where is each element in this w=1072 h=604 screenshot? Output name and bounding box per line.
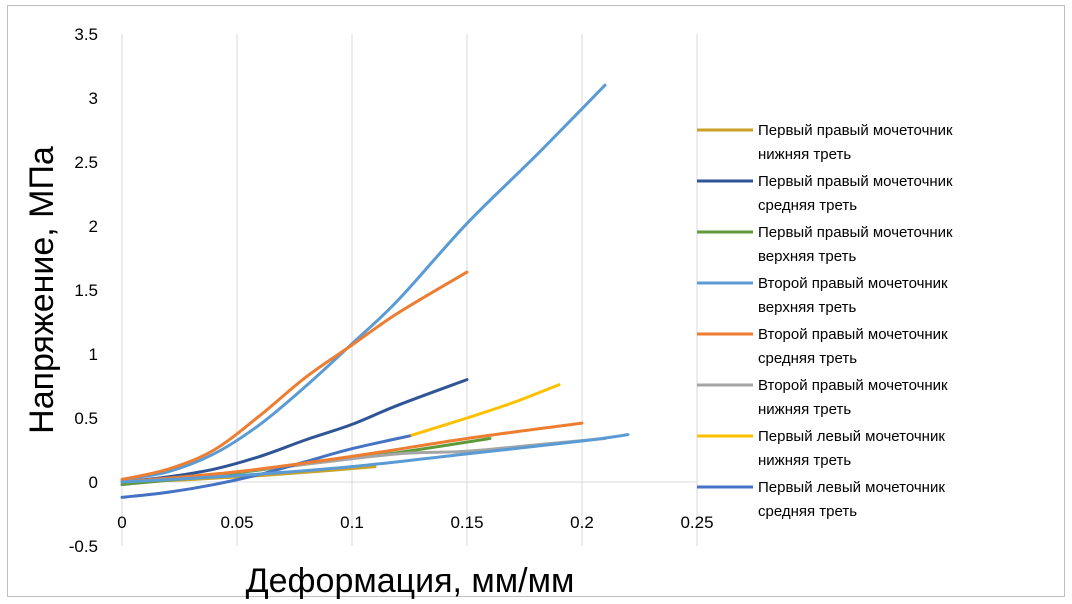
grid-layer xyxy=(121,34,698,546)
y-tick-label: 3 xyxy=(89,89,98,108)
legend-label: Первый правый мочеточник нижняя треть xyxy=(758,122,953,163)
series-layer xyxy=(120,83,630,499)
x-tick-label: 0.15 xyxy=(450,513,483,532)
x-tick-label: 0.25 xyxy=(680,513,713,532)
legend-label: Второй правый мочеточник верхняя треть xyxy=(758,275,948,316)
x-tick-label: 0 xyxy=(117,513,126,532)
legend-label: Первый правый мочеточник средняя треть xyxy=(758,173,953,214)
legend: Первый правый мочеточник нижняя треть Перв… xyxy=(697,122,953,520)
y-tick-label: 2 xyxy=(89,217,98,236)
legend-label: Второй правый мочеточник средняя треть xyxy=(758,326,948,367)
y-tick-label: -0.5 xyxy=(69,537,98,556)
series-line-6 xyxy=(408,383,561,438)
y-tick-label: 0 xyxy=(89,473,98,492)
x-tick-label: 0.1 xyxy=(340,513,364,532)
legend-label: Второй правый мочеточник нижняя треть xyxy=(758,377,948,418)
chart-frame xyxy=(7,5,1065,597)
tick-layer: -0.5 0 0.5 1 1.5 2 2.5 3 3.5 0 0.05 0.1 0.15 0.2 0.25 xyxy=(69,25,714,556)
series-line-1 xyxy=(120,378,469,484)
x-tick-label: 0.2 xyxy=(570,513,594,532)
series-line-9 xyxy=(120,433,630,484)
legend-label: Первый левый мочеточник нижняя треть xyxy=(758,428,945,469)
x-tick-label: 0.05 xyxy=(220,513,253,532)
y-tick-label: 1 xyxy=(89,345,98,364)
y-tick-label: 1.5 xyxy=(74,281,98,300)
legend-label: Первый левый мочеточник средняя треть xyxy=(758,479,945,520)
legend-label: Первый правый мочеточник верхняя треть xyxy=(758,224,953,265)
y-tick-label: 3.5 xyxy=(74,25,98,44)
y-tick-label: 2.5 xyxy=(74,153,98,172)
y-tick-label: 0.5 xyxy=(74,409,98,428)
y-axis-title: Напряжение, МПа xyxy=(23,146,61,434)
x-axis-title: Деформация, мм/мм xyxy=(246,562,575,600)
series-line-4 xyxy=(120,270,469,481)
series-line-8 xyxy=(120,421,584,484)
